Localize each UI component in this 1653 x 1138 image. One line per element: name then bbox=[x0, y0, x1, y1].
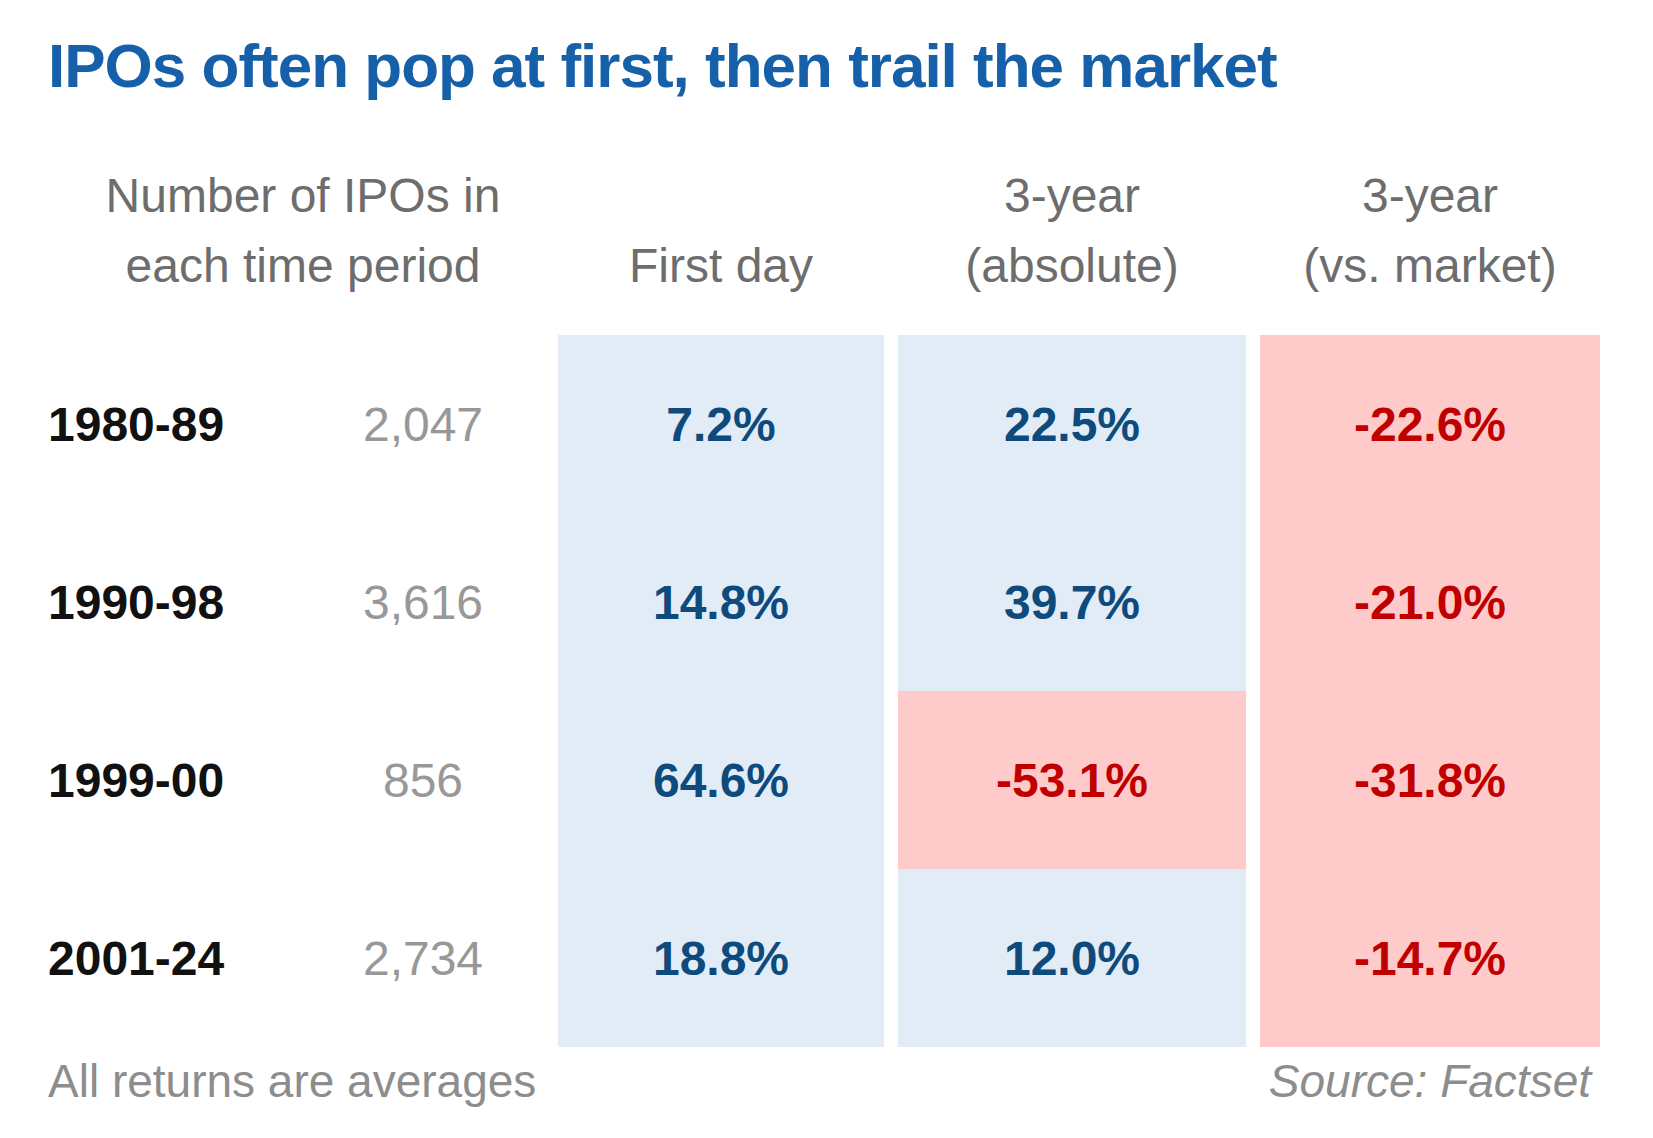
period-label: 2001-24 bbox=[48, 869, 288, 1047]
column-header-line: First day bbox=[629, 231, 813, 301]
first-day-value: 14.8% bbox=[558, 513, 884, 691]
ipo-count: 3,616 bbox=[288, 513, 558, 691]
chart-title: IPOs often pop at first, then trail the … bbox=[48, 30, 1277, 101]
ipo-count: 2,734 bbox=[288, 869, 558, 1047]
absolute-value: 12.0% bbox=[898, 869, 1246, 1047]
column-header-line: Number of IPOs in bbox=[106, 161, 501, 231]
column-header-line: 3-year bbox=[1004, 161, 1140, 231]
period-label: 1990-98 bbox=[48, 513, 288, 691]
column-header-line: (vs. market) bbox=[1303, 231, 1556, 301]
column-header-first-day: First day bbox=[558, 150, 884, 335]
first-day-value: 7.2% bbox=[558, 335, 884, 513]
column-header-line: each time period bbox=[126, 231, 481, 301]
first-day-value: 18.8% bbox=[558, 869, 884, 1047]
vs-market-value: -21.0% bbox=[1260, 513, 1600, 691]
absolute-value: -53.1% bbox=[898, 691, 1246, 869]
vs-market-value: -22.6% bbox=[1260, 335, 1600, 513]
column-header-line: 3-year bbox=[1362, 161, 1498, 231]
footnote: All returns are averages bbox=[48, 1054, 536, 1108]
ipo-returns-table: Number of IPOs in each time period First… bbox=[48, 150, 1600, 1047]
column-header-3yr-vs-market: 3-year (vs. market) bbox=[1260, 150, 1600, 335]
column-header-3yr-absolute: 3-year (absolute) bbox=[898, 150, 1246, 335]
vs-market-value: -14.7% bbox=[1260, 869, 1600, 1047]
period-label: 1999-00 bbox=[48, 691, 288, 869]
vs-market-value: -31.8% bbox=[1260, 691, 1600, 869]
ipo-count: 856 bbox=[288, 691, 558, 869]
absolute-value: 22.5% bbox=[898, 335, 1246, 513]
column-header-period-count: Number of IPOs in each time period bbox=[48, 150, 558, 335]
ipo-returns-infographic: IPOs often pop at first, then trail the … bbox=[0, 0, 1653, 1138]
ipo-count: 2,047 bbox=[288, 335, 558, 513]
column-header-line: (absolute) bbox=[965, 231, 1178, 301]
period-label: 1980-89 bbox=[48, 335, 288, 513]
first-day-value: 64.6% bbox=[558, 691, 884, 869]
absolute-value: 39.7% bbox=[898, 513, 1246, 691]
source-credit: Source: Factset bbox=[1269, 1054, 1591, 1108]
